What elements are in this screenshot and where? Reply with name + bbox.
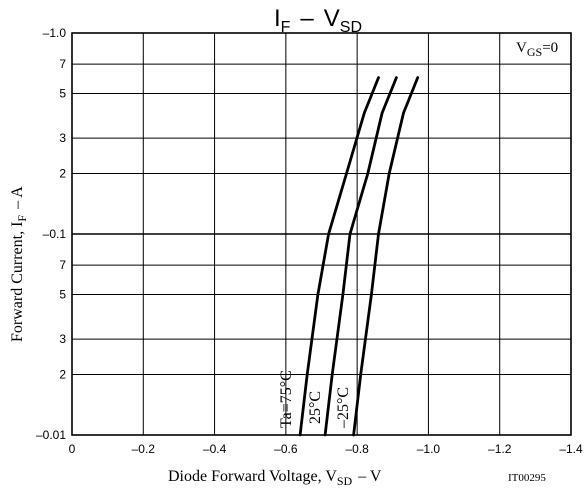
y-tick-label: 2 <box>59 166 66 180</box>
series-line-1 <box>323 76 398 437</box>
series-line-2 <box>352 76 420 437</box>
series-label-25: 25°C <box>307 391 324 424</box>
y-axis-label: Forward Current, IF– A <box>9 186 29 342</box>
figure-code: IT00295 <box>508 472 546 484</box>
y-tick-label: 5 <box>59 288 66 302</box>
x-tick-label: –0.4 <box>203 442 227 456</box>
x-tick-labels: 0 –0.2 –0.4 –0.6 –0.8 –1.0 –1.2 –1.4 <box>69 442 583 456</box>
series-label-minus25: –25°C <box>335 387 352 429</box>
y-tick-label: –1.0 <box>43 26 67 40</box>
series-lines <box>298 76 420 437</box>
x-tick-label: –0.8 <box>345 442 369 456</box>
grid <box>71 32 572 436</box>
x-tick-label: –1.2 <box>488 442 512 456</box>
series-label-75: Ta=75°C <box>278 370 295 428</box>
condition-label: VGS=0 <box>516 40 558 59</box>
x-tick-label: –0.6 <box>274 442 298 456</box>
y-tick-label: –0.1 <box>43 227 67 241</box>
y-tick-labels: –0.01 2 3 5 7 –0.1 2 3 5 7 –1.0 <box>36 26 66 442</box>
x-axis-label: Diode Forward Voltage, VSD – V <box>168 468 382 488</box>
y-tick-label: 7 <box>59 57 66 71</box>
x-tick-label: –0.2 <box>132 442 156 456</box>
y-tick-label: 2 <box>59 367 66 381</box>
y-tick-label: 3 <box>59 131 66 145</box>
x-tick-label: –1.4 <box>559 442 583 456</box>
series-line-0 <box>298 76 380 437</box>
chart-title: IF – VSD <box>274 5 362 36</box>
y-tick-label: 7 <box>59 258 66 272</box>
y-tick-label: –0.01 <box>36 428 66 442</box>
x-tick-label: –1.0 <box>417 442 441 456</box>
y-tick-label: 5 <box>59 87 66 101</box>
x-tick-label: 0 <box>69 442 76 456</box>
y-tick-label: 3 <box>59 332 66 346</box>
